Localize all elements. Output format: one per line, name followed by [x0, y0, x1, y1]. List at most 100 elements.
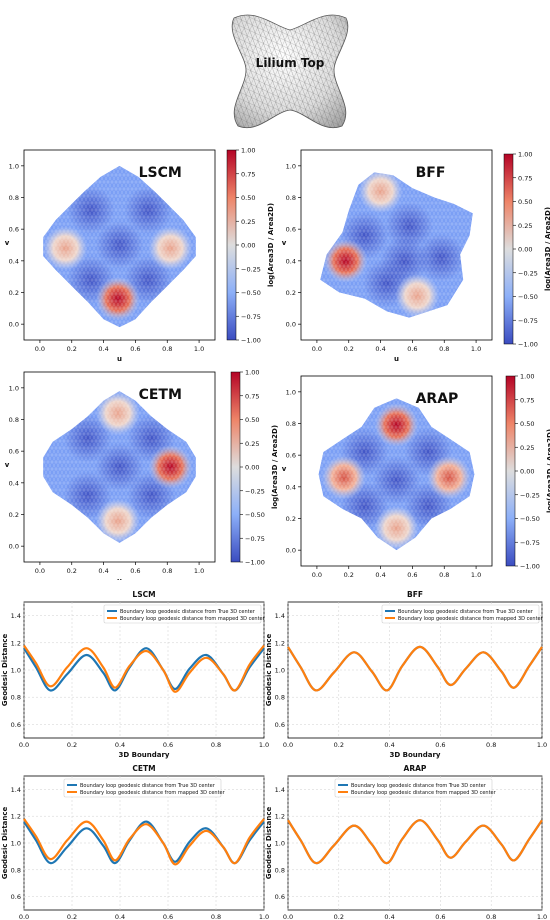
x-tick-label: 1.0: [471, 571, 481, 579]
y-tick-label: 1.2: [11, 639, 21, 647]
colorbar-label: log(Area3D / Area2D): [546, 429, 550, 513]
mesh-render: [231, 14, 349, 129]
x-axis-label: u: [117, 355, 122, 363]
x-tick-label: 0.0: [312, 571, 322, 579]
x-tick-label: 0.2: [334, 913, 344, 920]
colorbar-tick-label: 0.25: [241, 218, 255, 226]
x-axis-label: u: [394, 355, 399, 363]
map-surface: [320, 172, 473, 318]
legend-box: [63, 778, 222, 798]
x-tick-label: 0.6: [407, 571, 417, 579]
colorbar-label: log(Area3D / Area2D): [271, 425, 279, 509]
model-label: Lilium Top: [255, 56, 325, 70]
x-tick-label: 1.0: [537, 741, 547, 749]
x-tick-label: 1.0: [259, 913, 269, 920]
x-tick-label: 0.4: [384, 741, 394, 749]
x-tick-label: 0.4: [384, 913, 394, 920]
y-tick-label: 0.8: [9, 416, 19, 424]
colorbar-tick-label: −0.25: [241, 265, 261, 273]
colorbar-tick-label: 0.75: [241, 170, 255, 178]
series-line-mapped-center: [287, 819, 543, 865]
mesh-overlay: [318, 398, 475, 551]
y-tick-label: 0.2: [9, 511, 19, 519]
y-axis-label: v: [5, 461, 10, 469]
map-surface: [318, 398, 475, 551]
distortion-maps: LSCM 0.0 0.2 0.4 0.6 0.8 1.0 1.0 0.8 0.6 0.4 0.2 0.0…: [5, 147, 550, 581]
y-tick-label: 0.6: [11, 893, 21, 901]
x-tick-label: 0.0: [283, 913, 293, 920]
map-surface: [43, 165, 196, 328]
y-tick-label: 0.4: [9, 479, 19, 487]
y-tick-label: 0.6: [275, 721, 285, 729]
y-tick-label: 0.0: [286, 547, 296, 555]
chart-title: BFF: [407, 590, 423, 599]
x-tick-label: 0.8: [486, 741, 496, 749]
legend-box: [334, 778, 493, 798]
colorbar-tick-label: 1.00: [245, 369, 259, 377]
chart-bff: 0.0 0.2 0.4 0.6 0.8 1.0 0.6 0.8 1.0 1.2 1.4 BFF 3D B…: [265, 590, 547, 759]
x-tick-label: 0.2: [67, 345, 77, 353]
x-tick-label: 0.6: [407, 345, 417, 353]
y-axis-label: Geodesic Distance: [1, 806, 9, 879]
y-tick-label: 1.2: [275, 639, 285, 647]
map-title: BFF: [416, 165, 446, 181]
colorbar-tick-label: −0.25: [518, 269, 538, 277]
colorbar-tick-label: −1.00: [245, 559, 265, 567]
y-tick-label: 0.6: [286, 226, 296, 234]
y-tick-label: 0.2: [286, 289, 296, 297]
mesh-overlay: [320, 172, 473, 318]
y-tick-label: 1.0: [9, 384, 19, 392]
x-axis-label: 3D Boundary: [119, 751, 170, 759]
colorbar-tick-label: −0.75: [518, 317, 538, 325]
x-tick-label: 1.0: [471, 345, 481, 353]
mesh-overlay: [43, 391, 196, 543]
x-tick-label: 0.4: [375, 571, 385, 579]
x-tick-label: 0.4: [375, 345, 385, 353]
colorbar-tick-label: 0.75: [520, 396, 534, 404]
y-tick-label: 1.0: [286, 162, 296, 170]
x-tick-label: 0.8: [439, 345, 449, 353]
colorbar-tick-label: 0.00: [245, 464, 259, 472]
y-tick-label: 0.8: [286, 194, 296, 202]
y-tick-label: 1.0: [11, 667, 21, 675]
chart-title: ARAP: [404, 764, 427, 773]
chart-cetm: 0.00.20.40.60.81.00.60.81.01.21.4CETM3D …: [1, 764, 269, 920]
y-tick-label: 0.4: [286, 483, 296, 491]
y-tick-label: 0.8: [11, 694, 21, 702]
y-tick-label: 1.2: [275, 813, 285, 821]
colorbar-tick-label: −0.75: [245, 535, 265, 543]
x-axis-label: u: [117, 577, 122, 580]
chart-title: CETM: [132, 764, 155, 773]
x-tick-label: 0.2: [344, 345, 354, 353]
x-tick-label: 0.0: [19, 913, 29, 920]
y-axis-label: Geodesic Distance: [1, 633, 9, 706]
map-panel-arap: ARAP 0.0 0.2 0.4 0.6 0.8 1.0 1.0 0.8 0.6 0.4 0.2 0.0…: [282, 373, 550, 580]
y-tick-label: 1.0: [275, 667, 285, 675]
y-tick-label: 0.8: [9, 194, 19, 202]
colorbar-tick-label: −0.75: [520, 539, 540, 547]
legend-label: Boundary loop geodesic distance from Tru…: [120, 609, 256, 615]
y-tick-label: 0.2: [9, 289, 19, 297]
x-tick-label: 0.2: [67, 741, 77, 749]
legend-label: Boundary loop geodesic distance from Tru…: [351, 783, 487, 789]
y-tick-label: 0.8: [275, 866, 285, 874]
x-tick-label: 0.4: [98, 567, 108, 575]
y-tick-label: 0.6: [9, 448, 19, 456]
y-tick-label: 1.0: [9, 162, 19, 170]
y-tick-label: 1.0: [11, 840, 21, 848]
map-panel-lscm: LSCM 0.0 0.2 0.4 0.6 0.8 1.0 1.0 0.8 0.6 0.4 0.2 0.0…: [5, 147, 275, 364]
x-tick-label: 0.0: [35, 567, 45, 575]
colorbar-tick-label: 0.75: [518, 174, 532, 182]
y-tick-label: 1.0: [286, 388, 296, 396]
x-tick-label: 0.0: [19, 741, 29, 749]
legend-label: Boundary loop geodesic distance from map…: [120, 616, 266, 622]
colorbar-label: log(Area3D / Area2D): [267, 203, 275, 287]
colorbar-tick-label: −0.25: [245, 487, 265, 495]
lilium-top-mesh: [222, 4, 358, 136]
x-tick-label: 0.6: [435, 741, 445, 749]
x-tick-label: 0.6: [130, 345, 140, 353]
x-tick-label: 1.0: [537, 913, 547, 920]
y-tick-label: 0.0: [286, 321, 296, 329]
x-tick-label: 0.2: [67, 913, 77, 920]
